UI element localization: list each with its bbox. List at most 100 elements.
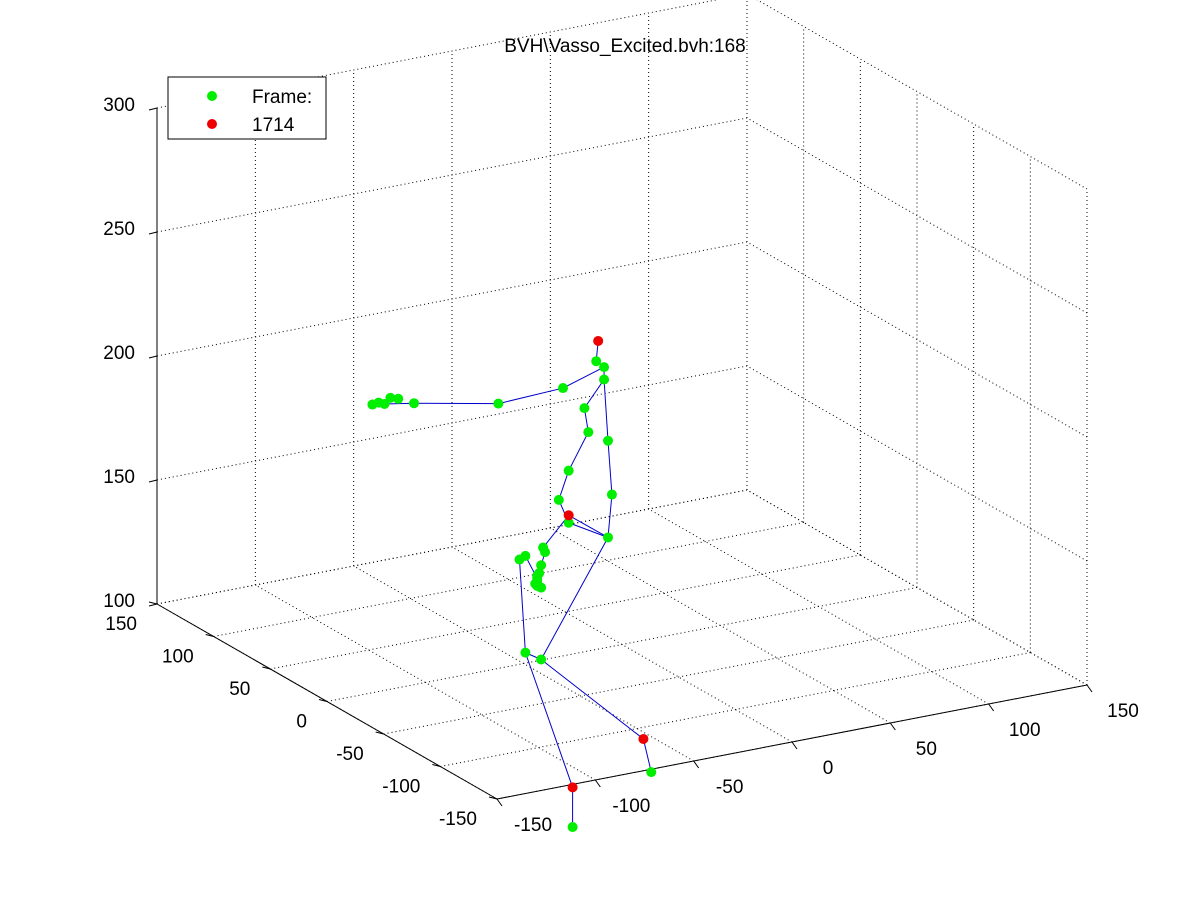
joint-point-red bbox=[563, 510, 574, 521]
grid-line-back-z bbox=[156, 489, 748, 605]
grid-line-back-z bbox=[156, 241, 748, 357]
joint-point-green bbox=[540, 547, 551, 558]
skeleton-bone bbox=[524, 652, 574, 788]
grid-line-back-z bbox=[156, 365, 748, 481]
x-tick-label: 50 bbox=[916, 739, 937, 760]
joint-point-green bbox=[514, 554, 525, 565]
y-tick-label: 150 bbox=[105, 614, 137, 635]
z-tick-label: 100 bbox=[103, 591, 135, 612]
grid-line-floor-y bbox=[326, 587, 918, 702]
skeleton-bone bbox=[562, 366, 605, 389]
y-tick-label: 100 bbox=[162, 647, 194, 668]
joint-point-green bbox=[553, 494, 564, 505]
x-tick-label: -150 bbox=[514, 815, 552, 836]
x-tick-label: -50 bbox=[716, 777, 743, 798]
joint-point-green bbox=[599, 362, 610, 373]
x-tick-mark bbox=[988, 703, 995, 712]
chart-title: BVH\Vasso_Excited.bvh:168 bbox=[504, 36, 746, 57]
x-tick-mark bbox=[1086, 684, 1093, 693]
x-tick-mark bbox=[496, 798, 503, 807]
axes bbox=[148, 107, 1093, 807]
grid-line-floor-y bbox=[383, 619, 974, 735]
y-tick-mark bbox=[432, 764, 441, 767]
joint-point-green bbox=[536, 582, 547, 593]
y-tick-mark bbox=[205, 634, 214, 637]
skeleton-joints bbox=[367, 335, 657, 833]
skeleton-bone bbox=[558, 470, 570, 501]
joint-point-green bbox=[563, 517, 574, 528]
z-tick-mark bbox=[148, 479, 158, 483]
skeleton-bone bbox=[519, 559, 526, 653]
joint-point-green bbox=[536, 654, 547, 665]
joint-point-green bbox=[603, 532, 613, 543]
skeleton-bone bbox=[583, 379, 605, 409]
grid-line-floor-y bbox=[440, 652, 1031, 767]
skeleton-bone bbox=[540, 537, 609, 660]
joint-point-green bbox=[393, 393, 404, 404]
y-tick-label: -100 bbox=[382, 777, 420, 798]
joint-point-green bbox=[409, 398, 419, 409]
joint-point-green bbox=[603, 435, 613, 446]
joint-point-green bbox=[606, 489, 617, 500]
joint-point-green bbox=[532, 573, 543, 584]
x-tick-label: 0 bbox=[823, 758, 834, 779]
y-tick-mark bbox=[262, 666, 271, 670]
joint-point-green bbox=[520, 647, 531, 658]
x-tick-label: 150 bbox=[1107, 701, 1139, 722]
joint-point-green bbox=[567, 822, 578, 833]
joint-point-green bbox=[591, 356, 602, 367]
grid-line-floor-y bbox=[270, 554, 861, 670]
legend-box bbox=[167, 76, 327, 140]
skeleton-bone bbox=[607, 440, 613, 495]
joint-point-red bbox=[638, 733, 649, 744]
legend-label-1714: 1714 bbox=[252, 115, 295, 136]
skeleton-bones bbox=[372, 340, 652, 828]
x-tick-mark bbox=[791, 741, 798, 750]
joint-point-red bbox=[593, 335, 604, 346]
joint-point-green bbox=[583, 427, 594, 438]
z-tick-mark bbox=[148, 107, 158, 111]
z-tick-mark bbox=[148, 231, 158, 235]
joint-point-green bbox=[385, 392, 396, 403]
z-tick-label: 150 bbox=[103, 467, 135, 488]
y-tick-mark bbox=[375, 731, 384, 735]
z-tick-mark bbox=[148, 355, 158, 359]
skeleton-bone bbox=[603, 379, 609, 441]
joint-point-green bbox=[367, 399, 378, 410]
joint-point-red bbox=[567, 782, 578, 793]
joint-point-green bbox=[563, 465, 574, 476]
joint-point-green bbox=[646, 767, 657, 778]
y-tick-label: 0 bbox=[296, 712, 307, 733]
legend-marker-1714 bbox=[207, 119, 217, 129]
x-tick-mark bbox=[594, 779, 601, 788]
y-tick-label: 50 bbox=[229, 679, 250, 700]
x-tick-label: -100 bbox=[612, 796, 650, 817]
z-tick-mark bbox=[148, 603, 158, 607]
joint-point-green bbox=[558, 383, 568, 394]
skeleton-bone bbox=[568, 514, 609, 538]
skeleton-bone bbox=[568, 522, 609, 538]
y-tick-label: -150 bbox=[439, 809, 477, 830]
legend-label-frame: Frame: bbox=[252, 87, 312, 108]
skeleton-bone bbox=[607, 494, 613, 538]
joint-point-green bbox=[536, 560, 547, 571]
skeleton-bone bbox=[642, 738, 652, 773]
z-tick-label: 200 bbox=[103, 343, 135, 364]
tick-labels: -150-100-50050100150-150-100-50050100150… bbox=[103, 95, 1139, 836]
joint-point-green bbox=[493, 398, 504, 409]
skeleton-bone bbox=[540, 659, 644, 740]
legend-marker-frame bbox=[207, 91, 217, 101]
y-tick-mark bbox=[488, 796, 498, 800]
x-tick-mark bbox=[889, 722, 896, 731]
joint-point-green bbox=[579, 403, 590, 414]
grid-line-back-z bbox=[156, 117, 748, 233]
skeleton-bone bbox=[498, 387, 564, 405]
x-tick-label: 100 bbox=[1009, 720, 1041, 741]
y-tick-label: -50 bbox=[336, 744, 363, 765]
legend: Frame: 1714 bbox=[167, 76, 327, 140]
skeleton-bone bbox=[568, 431, 589, 471]
y-tick-mark bbox=[318, 699, 328, 702]
x-tick-mark bbox=[693, 760, 700, 769]
